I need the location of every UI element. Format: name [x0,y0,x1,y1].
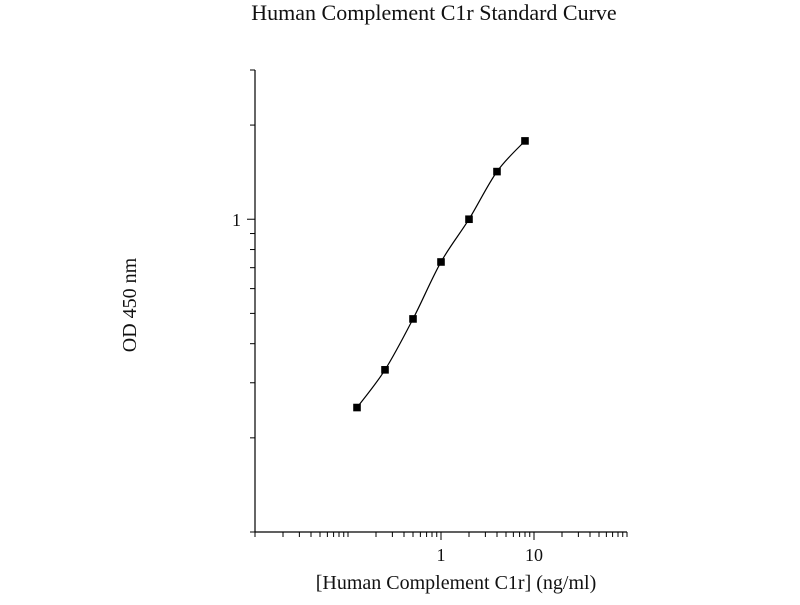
tick-label-layer: 1 1 10 [232,210,543,565]
y-tick-label: 1 [232,210,241,230]
ticks-layer [247,69,628,540]
data-point [353,403,361,412]
data-point [437,258,445,266]
y-axis-label: OD 450 nm [119,257,141,352]
axes-layer [254,70,627,533]
data-point [409,315,417,323]
data-point [521,137,529,145]
x-tick-label: 1 [437,545,446,565]
data-point [493,167,501,176]
chart-title: Human Complement C1r Standard Curve [251,0,616,25]
points-layer [353,137,529,412]
x-axis-label: [Human Complement C1r] (ng/ml) [316,572,597,594]
data-point [381,366,389,374]
x-tick-label: 10 [525,545,543,565]
data-point [465,215,473,224]
